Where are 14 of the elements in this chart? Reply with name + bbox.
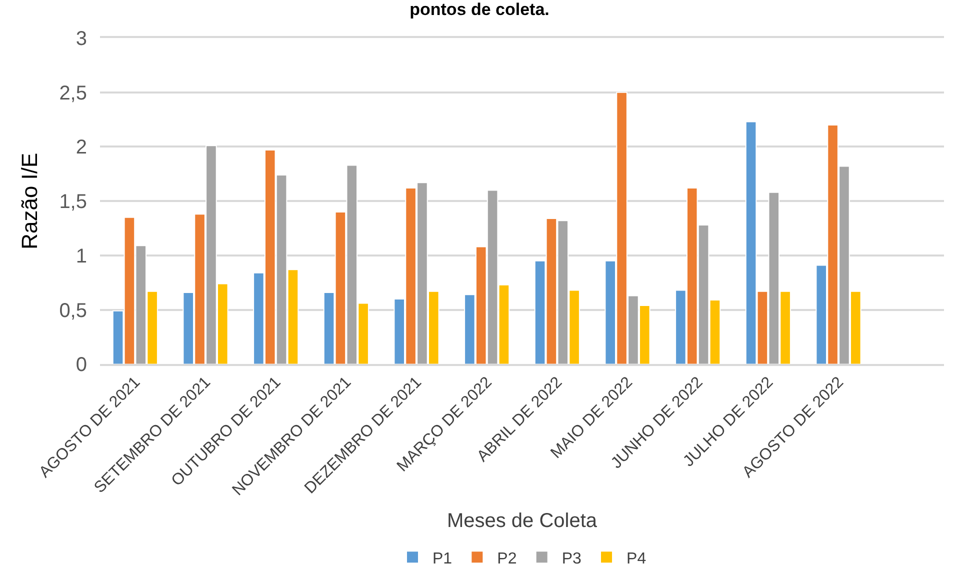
y-tick-label: 2 (76, 136, 87, 159)
y-tick-label: 2,5 (59, 82, 87, 104)
y-tick-label: 0 (76, 354, 87, 376)
legend-label: P4 (626, 550, 646, 568)
y-tick-label: 1 (76, 245, 87, 268)
y-axis-title: Razão I/E (16, 152, 42, 250)
legend-label: P1 (432, 550, 452, 568)
y-tick-label: 3 (76, 28, 87, 50)
legend-label: P2 (497, 550, 517, 568)
legend-label: P3 (562, 550, 582, 568)
y-tick-label: 0,5 (59, 300, 87, 322)
x-axis-title: Meses de Coleta (446, 510, 598, 532)
y-tick-label: 1,5 (59, 191, 87, 214)
chart-title: pontos de coleta. (410, 0, 550, 19)
